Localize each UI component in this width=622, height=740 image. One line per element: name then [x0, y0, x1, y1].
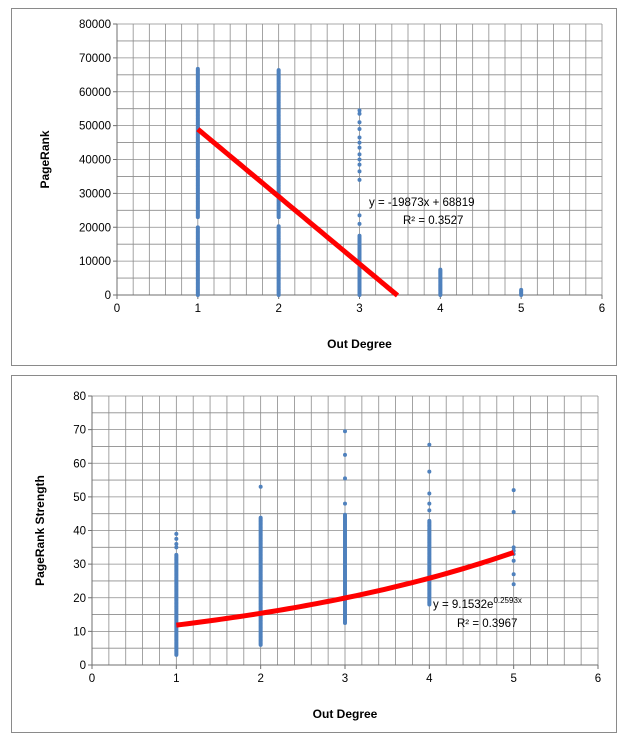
trendline	[176, 550, 515, 628]
data-points	[195, 66, 524, 297]
data-point	[511, 510, 516, 515]
y-tick-label: 60000	[79, 87, 111, 99]
data-point	[511, 582, 516, 587]
y-tick-label: 20000	[79, 222, 111, 234]
data-point	[357, 169, 362, 174]
x-tick-label: 5	[518, 303, 524, 315]
x-tick-label: 4	[426, 673, 433, 685]
data-point	[357, 145, 362, 150]
x-tick-label: 0	[114, 303, 120, 315]
data-point	[357, 120, 362, 125]
chart-panel-pagerank-strength: 0 1 2 3 4 5 6 0 10 20 30 40 50 60 70 80 Out Degree PageRa…	[11, 375, 617, 733]
data-point	[174, 541, 179, 546]
data-point	[438, 267, 443, 272]
y-axis-title: PageRank Strength	[33, 475, 47, 586]
x-tick-label: 3	[356, 303, 362, 315]
x-tick-label: 6	[599, 303, 605, 315]
data-point	[343, 501, 347, 506]
data-point	[357, 213, 362, 218]
y-tick-label: 50	[73, 492, 86, 504]
data-point	[427, 501, 432, 506]
x-tick-label: 2	[257, 673, 263, 685]
data-point	[357, 111, 362, 116]
data-point	[427, 518, 432, 523]
y-tick-label: 30000	[79, 188, 111, 200]
data-point	[427, 491, 432, 496]
trendline	[196, 127, 400, 298]
y-tick-label: 60	[73, 458, 86, 470]
y-tick-label: 0	[80, 660, 86, 672]
data-point	[511, 488, 516, 493]
r-squared-label: R² = 0.3527	[403, 215, 463, 227]
data-points	[174, 429, 516, 657]
data-point	[357, 108, 362, 113]
y-tick-label: 20	[73, 593, 86, 605]
trendline-equation: y = -19873x + 68819	[369, 197, 475, 209]
data-point	[258, 515, 263, 520]
data-point	[357, 152, 362, 157]
y-tick-label: 70000	[79, 53, 111, 65]
trendline-equation: y = 9.1532e0.2593x	[433, 596, 522, 611]
y-tick-label: 10	[73, 626, 86, 638]
data-point	[174, 552, 179, 557]
x-tick-label: 5	[510, 673, 516, 685]
y-tick-label: 50000	[79, 121, 111, 133]
x-axis-title: Out Degree	[327, 337, 392, 351]
data-point	[357, 157, 362, 162]
data-point	[258, 484, 263, 489]
chart-pagerank-vs-outdegree: 0 1 2 3 4 5 6 0 10000 20000 30000 40000 50000 60000 70…	[38, 19, 605, 351]
y-tick-label: 40000	[79, 155, 111, 167]
y-tick-label: 30	[73, 559, 86, 571]
y-tick-label: 40	[73, 526, 86, 538]
data-point	[357, 162, 362, 167]
data-point	[343, 429, 347, 434]
chart-panel-pagerank: 0 1 2 3 4 5 6 0 10000 20000 30000 40000 50000 60000 70…	[11, 8, 617, 366]
data-point	[511, 545, 516, 550]
data-point	[343, 476, 347, 481]
x-axis-title: Out Degree	[313, 707, 378, 721]
data-point	[427, 508, 432, 513]
data-point	[357, 135, 362, 140]
x-tick-label: 1	[195, 303, 201, 315]
data-point	[195, 225, 200, 230]
data-point	[357, 127, 362, 132]
y-tick-label: 10000	[79, 256, 111, 268]
data-point	[357, 177, 362, 182]
data-point	[174, 536, 179, 541]
x-tick-label: 4	[437, 303, 444, 315]
data-point	[427, 469, 432, 474]
data-point	[427, 442, 432, 447]
x-tick-label: 1	[173, 673, 179, 685]
data-point	[357, 233, 362, 238]
y-tick-label: 80	[73, 391, 86, 403]
data-point	[195, 66, 200, 71]
y-axis-title: PageRank	[38, 130, 52, 188]
x-tick-label: 6	[595, 673, 601, 685]
data-point	[276, 224, 281, 229]
data-point	[276, 68, 281, 73]
y-tick-label: 70	[73, 425, 86, 437]
data-point	[174, 531, 179, 536]
data-point	[357, 140, 362, 145]
x-tick-label: 2	[275, 303, 281, 315]
r-squared-label: R² = 0.3967	[457, 618, 517, 630]
x-tick-label: 3	[342, 673, 348, 685]
y-tick-label: 80000	[79, 19, 111, 31]
data-point	[343, 512, 347, 517]
data-point	[519, 287, 524, 292]
y-tick-label: 0	[105, 290, 111, 302]
x-tick-label: 0	[89, 673, 95, 685]
data-point	[343, 452, 347, 457]
data-point	[174, 545, 179, 550]
data-point	[511, 558, 516, 563]
data-point	[357, 221, 362, 226]
data-point	[511, 572, 516, 577]
